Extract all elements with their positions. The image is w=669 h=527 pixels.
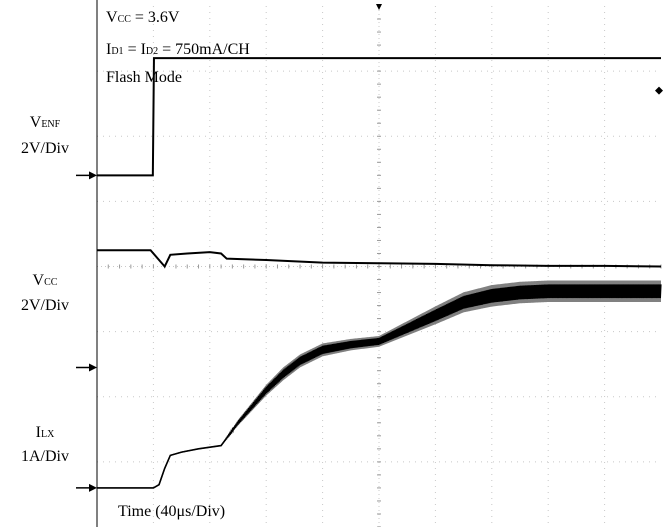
traces xyxy=(97,57,662,489)
trace-vcc xyxy=(97,249,662,269)
right-edge-marker xyxy=(655,86,663,95)
venf-level-arrow-head xyxy=(89,171,97,180)
time-base-label: Time (40μs/Div) xyxy=(118,503,226,520)
channel-label-vcc: VCC xyxy=(32,272,58,289)
grid xyxy=(96,0,662,527)
channel-scale-ilx: 1A/Div xyxy=(21,448,69,465)
channel-scale-venf: 2V/Div xyxy=(21,140,69,157)
markers xyxy=(76,4,663,492)
mode-label: Flash Mode xyxy=(106,69,182,86)
vcc-setting-label: VCC = 3.6V xyxy=(106,9,180,26)
channel-label-venf: VENF xyxy=(29,114,61,131)
trace-ilx xyxy=(97,290,661,489)
channel-label-ilx: ILX xyxy=(35,424,55,441)
channel-scale-vcc: 2V/Div xyxy=(21,297,69,314)
vcc-level-arrow-head xyxy=(89,363,97,372)
ilx-level-arrow-head xyxy=(89,483,97,492)
current-setting-label: ID1 = ID2 = 750mA/CH xyxy=(106,41,250,58)
trace-ilx-envelope xyxy=(97,280,661,488)
trigger-marker xyxy=(376,4,382,10)
trace-venf xyxy=(97,57,661,177)
